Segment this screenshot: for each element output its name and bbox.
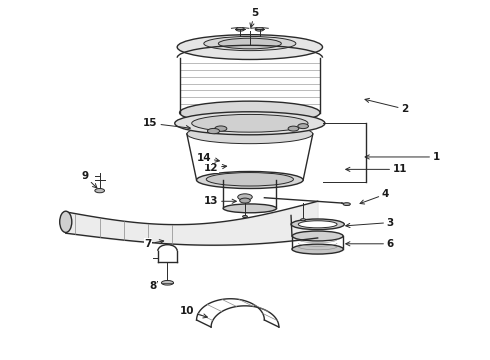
Ellipse shape xyxy=(223,204,276,213)
Ellipse shape xyxy=(301,219,306,221)
Text: 2: 2 xyxy=(365,98,409,114)
Text: 14: 14 xyxy=(196,153,220,163)
Ellipse shape xyxy=(292,231,343,241)
Text: 4: 4 xyxy=(360,189,389,204)
Ellipse shape xyxy=(240,198,250,203)
Text: 1: 1 xyxy=(365,152,440,162)
Text: 11: 11 xyxy=(346,165,407,174)
Text: 6: 6 xyxy=(346,239,394,249)
Ellipse shape xyxy=(192,114,308,132)
Ellipse shape xyxy=(292,244,343,254)
Ellipse shape xyxy=(288,126,299,131)
Ellipse shape xyxy=(177,35,322,59)
Ellipse shape xyxy=(207,129,220,134)
Ellipse shape xyxy=(291,219,344,230)
Ellipse shape xyxy=(206,172,294,186)
Ellipse shape xyxy=(95,189,104,193)
Text: 13: 13 xyxy=(204,196,236,206)
Text: 3: 3 xyxy=(346,217,394,228)
Ellipse shape xyxy=(204,36,296,51)
Text: 12: 12 xyxy=(204,163,226,172)
Text: 9: 9 xyxy=(81,171,97,188)
Text: 15: 15 xyxy=(143,118,190,130)
Ellipse shape xyxy=(298,123,309,129)
Ellipse shape xyxy=(243,215,247,217)
Text: 10: 10 xyxy=(180,306,207,318)
Text: 5: 5 xyxy=(250,8,258,27)
Ellipse shape xyxy=(187,124,313,144)
Ellipse shape xyxy=(215,126,227,131)
Ellipse shape xyxy=(219,38,281,49)
Ellipse shape xyxy=(196,171,303,189)
Text: 7: 7 xyxy=(145,239,164,249)
Ellipse shape xyxy=(238,194,252,200)
Text: 8: 8 xyxy=(149,281,157,291)
Ellipse shape xyxy=(60,211,72,233)
Ellipse shape xyxy=(161,280,173,285)
Ellipse shape xyxy=(175,112,325,135)
Ellipse shape xyxy=(343,203,350,206)
Ellipse shape xyxy=(236,28,245,31)
Ellipse shape xyxy=(255,28,264,31)
Ellipse shape xyxy=(298,221,337,228)
Ellipse shape xyxy=(180,101,320,124)
